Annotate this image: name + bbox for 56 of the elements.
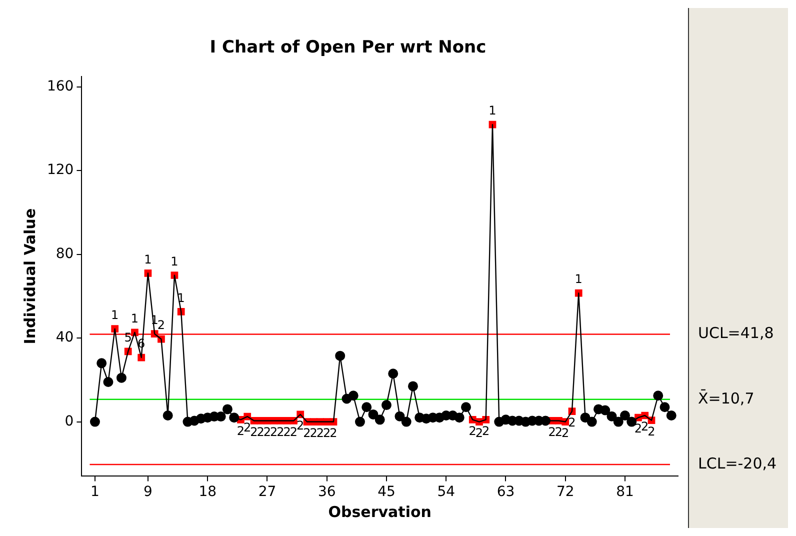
chart-title: I Chart of Open Per wrt Nonc [210,38,486,58]
annotation: 2 [244,420,252,435]
annotation: 2 [236,424,245,438]
y-tick-label: 120 [46,162,74,178]
annotation: 2 [554,424,563,439]
x-tick-label: 81 [616,484,634,500]
y-tick-label: 80 [56,246,74,262]
annotation: 1 [170,254,178,268]
y-tick-label: 40 [56,330,74,346]
annotation: 2 [310,426,318,440]
annotation: 2 [296,418,304,433]
point [90,416,100,427]
annotation: 2 [276,424,284,439]
annotation: 2 [475,426,484,440]
annotation: 1 [144,252,152,266]
annotation: 2 [270,424,278,439]
annotation: 1 [130,312,139,326]
annotation: 2 [316,426,324,440]
x-tick-label: 1 [90,484,100,500]
annotation: 2 [263,424,272,439]
annotation: 2 [568,415,576,430]
annotation: 1 [574,272,582,286]
annotation: 5 [124,330,132,345]
x-tick-label: 45 [378,484,396,500]
y-axis-title: Individual Value [20,208,39,344]
annotation: 2 [641,420,649,434]
annotation: 2 [468,424,476,438]
annotation: 2 [256,424,264,439]
x-tick-label: 36 [318,484,336,500]
x-tick-label: 63 [496,484,515,500]
annotation: 2 [330,426,338,440]
point [666,410,676,420]
annotation: 2 [250,424,258,439]
x-tick-label: 72 [556,484,574,500]
annotation: 1 [111,308,119,322]
ref-line-label: UCL=41,8 [698,324,774,342]
annotation: 2 [562,426,570,440]
annotation: 2 [283,424,291,439]
annotation: 2 [634,422,642,436]
annotation: 2 [648,424,656,438]
x-tick-label: 54 [437,484,456,500]
annotation: 2 [323,426,331,440]
x-tick-label: 9 [144,484,152,500]
annotation: 2 [548,424,556,439]
y-tick-label: 0 [64,413,74,430]
ref-line-label: LCL=-20,4 [698,454,777,472]
x-tick-label: 27 [258,484,276,500]
ref-line-label: X̄=10,7 [698,388,754,408]
x-tick-label: 18 [198,484,217,500]
annotation: 1 [488,104,496,118]
x-axis-title: Observation [328,502,432,521]
annotation: 2 [157,318,166,332]
annotation: 2 [290,424,298,439]
annotation: 2 [303,426,311,440]
y-tick-label: 160 [46,78,74,95]
annotation: 2 [482,424,490,438]
